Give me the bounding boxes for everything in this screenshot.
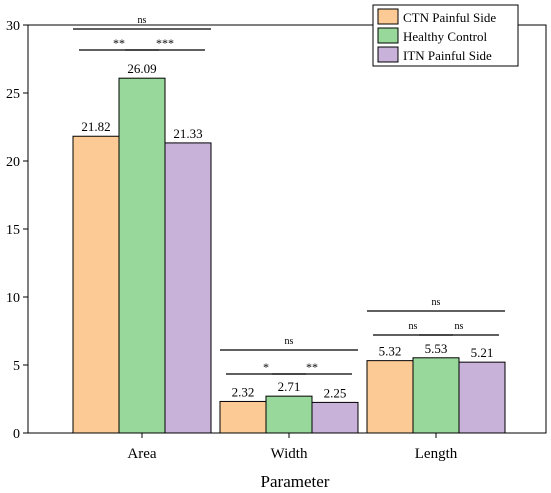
legend-label: Healthy Control [403, 29, 488, 44]
significance-label: * [263, 360, 269, 374]
bar-value-label: 5.53 [425, 341, 448, 356]
bar-value-label: 21.82 [81, 119, 110, 134]
legend-swatch [377, 27, 399, 44]
axes: 0 5 10 15 20 25 30 Area Width Length [6, 19, 458, 462]
bar-value-label: 5.32 [379, 344, 402, 359]
y-tick-label: 5 [13, 359, 20, 374]
y-tick-label: 10 [6, 291, 20, 306]
bar [458, 361, 506, 434]
significance-label: ns [432, 297, 441, 308]
x-tick-label: Width [271, 446, 308, 462]
x-axis-title: Parameter [261, 472, 330, 491]
significance-label: ** [306, 360, 318, 374]
significance-label: ns [455, 321, 464, 332]
bar [311, 401, 359, 434]
legend-label: CTN Painful Side [403, 10, 496, 25]
y-tick-label: 15 [6, 223, 20, 238]
bar-value-label: 2.32 [232, 384, 255, 399]
bar-value-label: 2.25 [324, 385, 347, 400]
x-tick-label: Length [415, 446, 458, 462]
significance-label: ns [138, 15, 147, 26]
significance-label: *** [156, 36, 174, 50]
bar-value-label: 2.71 [278, 379, 301, 394]
bar [72, 135, 120, 434]
y-tick-label: 30 [6, 19, 20, 34]
bar [265, 395, 313, 434]
legend-label: ITN Painful Side [403, 48, 492, 63]
y-tick-label: 20 [6, 155, 20, 170]
legend-swatch [377, 46, 399, 63]
y-tick-label: 25 [6, 87, 20, 102]
x-tick-label: Area [127, 446, 156, 462]
bar [412, 357, 460, 434]
bar [366, 360, 414, 434]
bar-value-label: 26.09 [127, 61, 156, 76]
y-tick-label: 0 [13, 427, 20, 442]
bar-value-label: 21.33 [173, 126, 202, 141]
significance-label: ** [113, 36, 125, 50]
significance-label: ns [285, 336, 294, 347]
bar [219, 400, 267, 434]
legend-swatch [377, 8, 399, 25]
bar-value-label: 5.21 [471, 345, 494, 360]
significance-label: ns [409, 321, 418, 332]
legend: CTN Painful Side Healthy Control ITN Painf… [372, 4, 519, 67]
bar [118, 77, 166, 434]
bar [164, 142, 212, 434]
value-labels: 21.82 2.32 5.32 26.09 2.71 5.53 21.33 2.25 5.21 [81, 61, 493, 400]
